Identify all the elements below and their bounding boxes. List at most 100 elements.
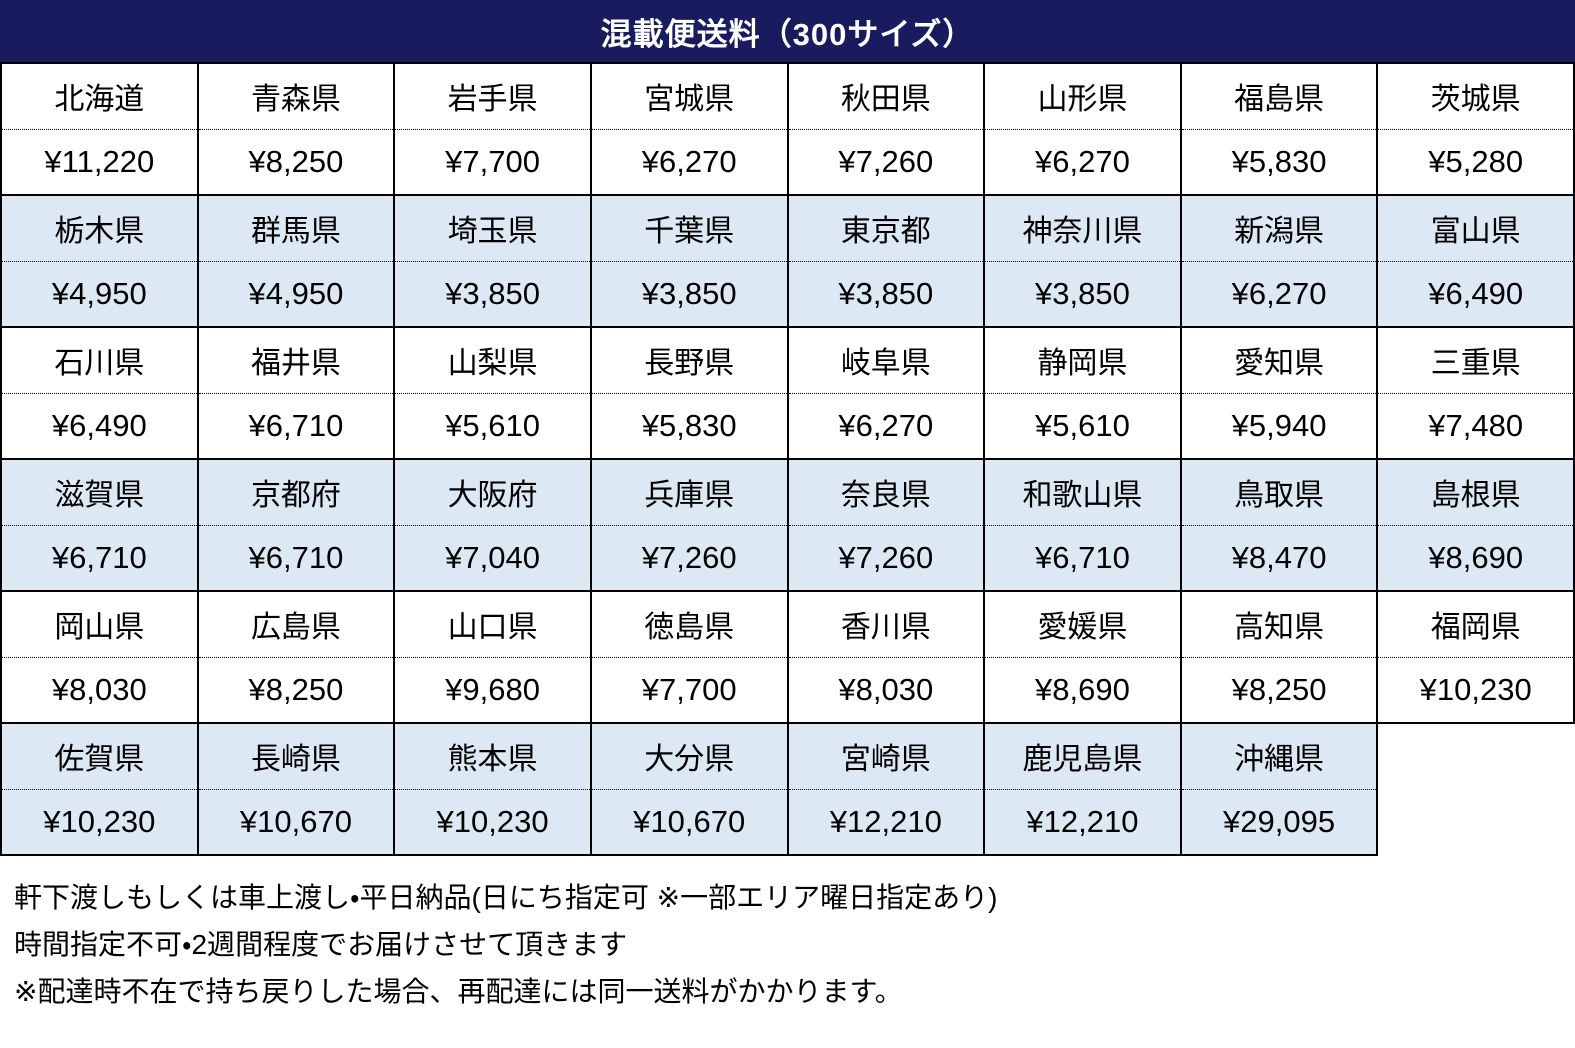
prefecture-name-cell: 栃木県 xyxy=(0,195,198,262)
fee-cell: ¥6,270 xyxy=(589,129,788,196)
prefecture-name-cell: 愛媛県 xyxy=(983,591,1181,658)
fee-cell: ¥5,610 xyxy=(393,393,591,460)
fee-cell: ¥6,710 xyxy=(196,393,395,460)
fee-cell: ¥6,710 xyxy=(196,525,395,592)
fee-cell: ¥9,680 xyxy=(393,657,591,724)
fee-cell: ¥5,610 xyxy=(983,393,1181,460)
prefecture-name-cell: 三重県 xyxy=(1376,327,1575,394)
prefecture-name-cell: 山形県 xyxy=(983,63,1181,130)
prefecture-name-cell: 高知県 xyxy=(1179,591,1378,658)
fee-table-body: 北海道 青森県 岩手県 宮城県 秋田県 山形県 福島県 茨城県 ¥11,220 ¥8,250 ¥7,… xyxy=(0,63,1575,856)
prefecture-name-cell: 長野県 xyxy=(589,327,788,394)
prefecture-name-row: 栃木県 群馬県 埼玉県 千葉県 東京都 神奈川県 新潟県 富山県 xyxy=(0,195,1575,262)
fee-cell: ¥5,830 xyxy=(1179,129,1378,196)
prefecture-name-cell: 滋賀県 xyxy=(0,459,198,526)
prefecture-name-cell: 熊本県 xyxy=(393,723,591,790)
prefecture-name-cell: 宮崎県 xyxy=(786,723,985,790)
prefecture-name-cell: 岡山県 xyxy=(0,591,198,658)
fee-cell: ¥8,690 xyxy=(1376,525,1575,592)
fee-cell: ¥8,250 xyxy=(196,129,395,196)
fee-row: ¥8,030 ¥8,250 ¥9,680 ¥7,700 ¥8,030 ¥8,690 ¥8,2… xyxy=(0,657,1575,724)
fee-row: ¥4,950 ¥4,950 ¥3,850 ¥3,850 ¥3,850 ¥3,850 ¥6,2… xyxy=(0,261,1575,328)
fee-cell: ¥7,260 xyxy=(786,129,985,196)
prefecture-name-cell: 岐阜県 xyxy=(786,327,985,394)
prefecture-name-cell: 佐賀県 xyxy=(0,723,198,790)
fee-cell: ¥7,040 xyxy=(393,525,591,592)
prefecture-name-cell: 長崎県 xyxy=(196,723,395,790)
prefecture-name-cell: 埼玉県 xyxy=(393,195,591,262)
prefecture-name-row: 岡山県 広島県 山口県 徳島県 香川県 愛媛県 高知県 福岡県 xyxy=(0,591,1575,658)
prefecture-name-row: 佐賀県 長崎県 熊本県 大分県 宮崎県 鹿児島県 沖縄県 xyxy=(0,723,1574,855)
prefecture-name-cell: 島根県 xyxy=(1376,459,1575,526)
fee-cell: ¥6,490 xyxy=(1376,261,1575,328)
prefecture-name-row: 石川県 福井県 山梨県 長野県 岐阜県 静岡県 愛知県 三重県 xyxy=(0,327,1575,394)
fee-cell: ¥4,950 xyxy=(196,261,395,328)
fee-cell: ¥6,270 xyxy=(1179,261,1378,328)
prefecture-name-cell: 兵庫県 xyxy=(589,459,788,526)
fee-cell: ¥7,480 xyxy=(1376,393,1575,460)
fee-cell: ¥5,830 xyxy=(589,393,788,460)
prefecture-name-cell: 新潟県 xyxy=(1179,195,1378,262)
shipping-fee-table-page: 混載便送料（300サイズ） 北海道 青森県 岩手県 宮城県 秋田県 山形県 福島県 茨城県 ¥1… xyxy=(0,0,1575,1015)
shipping-fee-table: 北海道 青森県 岩手県 宮城県 秋田県 山形県 福島県 茨城県 ¥11,220 ¥8,250 ¥7,… xyxy=(0,62,1575,856)
prefecture-name-cell: 大阪府 xyxy=(393,459,591,526)
table-title: 混載便送料（300サイズ） xyxy=(600,16,975,52)
fee-cell: ¥29,095 xyxy=(1179,789,1379,856)
prefecture-name-cell: 奈良県 xyxy=(786,459,985,526)
prefecture-name-cell: 鹿児島県 xyxy=(983,723,1181,790)
fee-cell: ¥6,490 xyxy=(0,393,198,460)
fee-cell: ¥3,850 xyxy=(393,261,591,328)
prefecture-name-cell: 静岡県 xyxy=(983,327,1181,394)
fee-cell: ¥7,700 xyxy=(589,657,788,724)
prefecture-name-cell: 富山県 xyxy=(1376,195,1575,262)
note-line: 時間指定不可・2週間程度でお届けさせて頂きます xyxy=(14,929,628,960)
fee-cell: ¥12,210 xyxy=(983,789,1181,856)
prefecture-name-row: 北海道 青森県 岩手県 宮城県 秋田県 山形県 福島県 茨城県 xyxy=(0,63,1575,130)
fee-cell: ¥5,940 xyxy=(1179,393,1378,460)
prefecture-name-cell: 福島県 xyxy=(1179,63,1378,130)
prefecture-name-row: 滋賀県 京都府 大阪府 兵庫県 奈良県 和歌山県 鳥取県 島根県 xyxy=(0,459,1575,526)
fee-cell: ¥12,210 xyxy=(786,789,985,856)
fee-cell: ¥11,220 xyxy=(0,129,198,196)
fee-cell: ¥8,250 xyxy=(196,657,395,724)
fee-cell: ¥4,950 xyxy=(0,261,198,328)
prefecture-name-cell: 福岡県 xyxy=(1376,591,1575,658)
fee-cell: ¥10,670 xyxy=(589,789,788,856)
prefecture-name-cell: 秋田県 xyxy=(786,63,985,130)
prefecture-name-cell: 沖縄県 xyxy=(1179,723,1378,790)
prefecture-name-cell: 香川県 xyxy=(786,591,985,658)
prefecture-name-cell: 群馬県 xyxy=(196,195,395,262)
prefecture-name-cell: 和歌山県 xyxy=(983,459,1181,526)
prefecture-name-cell: 山梨県 xyxy=(393,327,591,394)
fee-cell: ¥6,710 xyxy=(983,525,1181,592)
prefecture-name-cell: 千葉県 xyxy=(589,195,788,262)
fee-cell: ¥8,030 xyxy=(0,657,198,724)
fee-cell: ¥6,270 xyxy=(786,393,985,460)
note-line: 軒下渡しもしくは車上渡し・平日納品(日にち指定可 ※一部エリア曜日指定あり) xyxy=(14,882,998,913)
fee-cell: ¥7,260 xyxy=(589,525,788,592)
fee-cell: ¥6,270 xyxy=(983,129,1181,196)
fee-cell: ¥10,230 xyxy=(1376,657,1575,724)
fee-cell: ¥5,280 xyxy=(1376,129,1575,196)
fee-row: ¥6,710 ¥6,710 ¥7,040 ¥7,260 ¥7,260 ¥6,710 ¥8,4… xyxy=(0,525,1575,592)
prefecture-name-cell: 東京都 xyxy=(786,195,985,262)
fee-cell: ¥8,470 xyxy=(1179,525,1378,592)
prefecture-name-cell: 鳥取県 xyxy=(1179,459,1378,526)
prefecture-name-cell: 神奈川県 xyxy=(983,195,1181,262)
notes: 軒下渡しもしくは車上渡し・平日納品(日にち指定可 ※一部エリア曜日指定あり) 時… xyxy=(0,874,1575,1015)
prefecture-name-cell: 徳島県 xyxy=(589,591,788,658)
fee-cell: ¥8,250 xyxy=(1179,657,1378,724)
prefecture-name-cell: 広島県 xyxy=(196,591,395,658)
fee-cell: ¥3,850 xyxy=(786,261,985,328)
note-line: ※配達時不在で持ち戻りした場合、再配達には同一送料がかかります。 xyxy=(14,976,903,1007)
prefecture-name-cell: 青森県 xyxy=(196,63,395,130)
empty-cell xyxy=(1376,723,1574,855)
fee-cell: ¥3,850 xyxy=(983,261,1181,328)
prefecture-name-cell: 茨城県 xyxy=(1376,63,1575,130)
prefecture-name-cell: 大分県 xyxy=(589,723,788,790)
fee-cell: ¥8,030 xyxy=(786,657,985,724)
prefecture-name-cell: 岩手県 xyxy=(393,63,591,130)
prefecture-name-cell: 京都府 xyxy=(196,459,395,526)
prefecture-name-cell: 北海道 xyxy=(0,63,198,130)
fee-row: ¥10,230 ¥10,670 ¥10,230 ¥10,670 ¥12,210 ¥12,2… xyxy=(0,789,1574,856)
